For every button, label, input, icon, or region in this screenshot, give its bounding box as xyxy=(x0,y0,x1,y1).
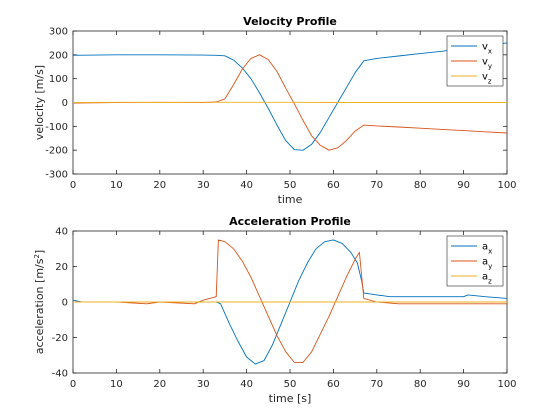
acceleration-chart: 0 10 20 30 40 50 60 70 80 90 100 -40 -20 0 20 40 Acceler… xyxy=(33,215,517,405)
acceleration-xtick-label: 60 xyxy=(327,379,340,390)
velocity-y-axis-label: velocity [m/s] xyxy=(33,65,46,140)
acceleration-ytick-label: 20 xyxy=(55,262,68,273)
acceleration-xtick-label: 30 xyxy=(197,379,210,390)
acceleration-legend-label-sub: z xyxy=(488,278,492,286)
velocity-legend-label-v_x: vx xyxy=(482,42,492,56)
velocity-chart: 0 10 20 30 40 50 60 70 80 90 100 -300 -200 -100 0 100 20… xyxy=(33,15,517,206)
velocity-legend-label-base: v xyxy=(482,72,488,83)
velocity-legend-label-sub: z xyxy=(488,78,492,86)
velocity-xtick-label: 50 xyxy=(284,180,297,191)
velocity-xtick-label: 10 xyxy=(110,180,123,191)
acceleration-xtick-label: 40 xyxy=(240,379,253,390)
velocity-ytick-label: 200 xyxy=(49,50,68,61)
velocity-ytick-label: 100 xyxy=(49,74,68,85)
velocity-legend-label-sub: y xyxy=(488,63,492,71)
acceleration-legend-label-base: a xyxy=(482,257,488,268)
acceleration-legend-label-a_x: ax xyxy=(482,242,492,256)
acceleration-y-axis-label: acceleration [m/s2] xyxy=(33,250,46,354)
velocity-xtick-label: 0 xyxy=(70,180,76,191)
velocity-series-v_y xyxy=(72,54,508,151)
acceleration-xtick-label: 20 xyxy=(153,379,166,390)
acceleration-legend-label-base: a xyxy=(482,242,488,253)
velocity-xtick-label: 20 xyxy=(153,180,166,191)
acceleration-legend-label-sub: x xyxy=(488,248,492,256)
velocity-y-axis-label-main: velocity [m/s] xyxy=(33,65,46,140)
velocity-legend-label-v_z: vz xyxy=(482,72,492,86)
acceleration-chart-title: Acceleration Profile xyxy=(229,215,351,228)
acceleration-legend-label-a_z: az xyxy=(482,272,492,286)
velocity-xtick-label: 90 xyxy=(457,180,470,191)
acceleration-xtick-label: 70 xyxy=(370,379,383,390)
acceleration-y-axis-label-sup: 2 xyxy=(33,254,41,258)
velocity-legend-label-base: v xyxy=(482,42,488,53)
velocity-ytick-label: 0 xyxy=(62,98,68,109)
acceleration-xtick-label: 50 xyxy=(284,379,297,390)
acceleration-xtick-label: 0 xyxy=(70,379,76,390)
acceleration-xtick-label: 10 xyxy=(110,379,123,390)
velocity-legend-label-base: v xyxy=(482,57,488,68)
velocity-legend-label-v_y: vy xyxy=(482,57,492,71)
acceleration-legend-label-base: a xyxy=(482,272,488,283)
acceleration-ytick-label: -40 xyxy=(52,369,68,380)
velocity-xtick-label: 40 xyxy=(240,180,253,191)
acceleration-y-axis-label-end: ] xyxy=(33,250,46,254)
velocity-ytick-label: -100 xyxy=(45,122,68,133)
velocity-x-axis-label: time xyxy=(278,193,303,206)
acceleration-series-a_y xyxy=(73,239,507,363)
velocity-legend-label-sub: x xyxy=(488,48,492,56)
acceleration-legend-label-sub: y xyxy=(488,263,492,271)
acceleration-ytick-label: 40 xyxy=(55,227,68,238)
acceleration-ytick-label: -20 xyxy=(52,333,68,344)
velocity-xtick-label: 100 xyxy=(497,180,516,191)
acceleration-xtick-label: 100 xyxy=(497,379,516,390)
velocity-series-v_x xyxy=(72,42,508,151)
velocity-xtick-label: 60 xyxy=(327,180,340,191)
acceleration-ytick-label: 0 xyxy=(62,298,68,309)
acceleration-x-axis-label: time [s] xyxy=(269,392,312,405)
velocity-ytick-label: -300 xyxy=(45,170,68,181)
velocity-ytick-label: 300 xyxy=(49,27,68,38)
velocity-xtick-label: 70 xyxy=(370,180,383,191)
velocity-chart-title: Velocity Profile xyxy=(243,15,337,28)
acceleration-xtick-label: 80 xyxy=(414,379,427,390)
velocity-ytick-label: -200 xyxy=(45,146,68,157)
acceleration-y-axis-label-main: acceleration [m/s xyxy=(33,258,46,354)
acceleration-legend-label-a_y: ay xyxy=(482,257,492,271)
acceleration-xtick-label: 90 xyxy=(457,379,470,390)
velocity-xtick-label: 80 xyxy=(414,180,427,191)
velocity-xtick-label: 30 xyxy=(197,180,210,191)
